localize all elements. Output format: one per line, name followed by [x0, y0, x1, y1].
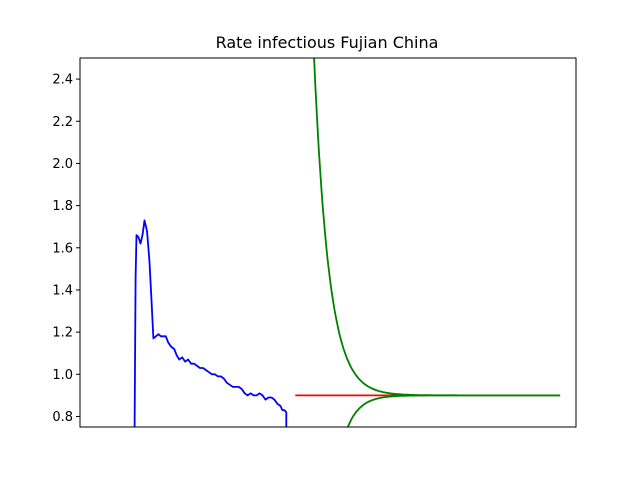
- y-tick-label: 0.8: [52, 410, 73, 425]
- y-axis: 0.8 1.0 1.2 1.4 1.6 1.8 2.0 2.2 2.4: [52, 73, 80, 425]
- y-tick-label: 1.6: [52, 241, 73, 256]
- y-tick-label: 1.4: [52, 283, 73, 298]
- chart-title: Rate infectious Fujian China: [216, 33, 439, 52]
- y-tick-label: 2.2: [52, 115, 73, 130]
- y-tick-label: 2.0: [52, 157, 73, 172]
- y-tick-label: 1.2: [52, 326, 73, 341]
- series-line-3: [313, 58, 561, 397]
- plot-area: [133, 58, 561, 427]
- y-tick-label: 2.4: [52, 73, 73, 88]
- y-tick-label: 1.0: [52, 368, 73, 383]
- series-line-1: [133, 219, 288, 427]
- y-tick-label: 1.8: [52, 199, 73, 214]
- plot-frame: [79, 57, 577, 428]
- series-line-4: [346, 394, 561, 427]
